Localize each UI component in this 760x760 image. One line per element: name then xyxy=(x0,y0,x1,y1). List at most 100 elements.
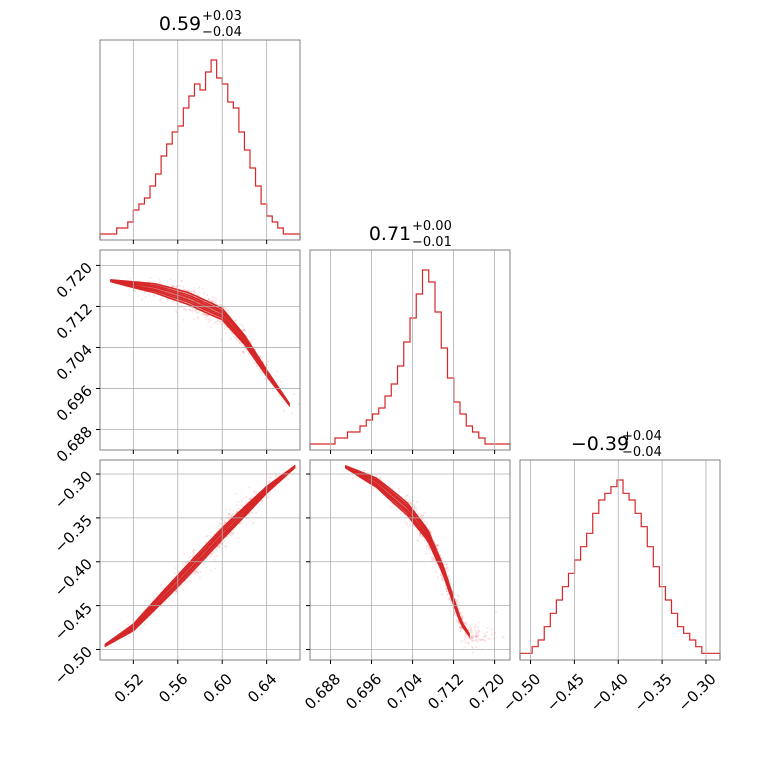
y-tick-label: 0.696 xyxy=(53,382,96,425)
sample-point xyxy=(460,615,463,618)
sample-point xyxy=(379,477,382,480)
sample-point xyxy=(214,300,217,303)
sample-point xyxy=(474,635,477,638)
sample-point xyxy=(448,596,451,599)
sample-point xyxy=(420,535,423,538)
param-title: 0.59 xyxy=(159,13,201,35)
sample-point xyxy=(295,467,298,470)
sample-point xyxy=(193,291,196,294)
sample-point xyxy=(473,638,476,641)
sample-point xyxy=(469,637,472,640)
sample-point xyxy=(269,491,272,494)
sample-point xyxy=(175,286,178,289)
sample-point xyxy=(144,622,147,625)
sample-point xyxy=(230,514,233,517)
sample-point xyxy=(412,504,415,507)
sample-point xyxy=(436,544,439,547)
sample-point xyxy=(159,281,162,284)
sample-point xyxy=(471,636,474,639)
sample-point xyxy=(182,306,185,309)
sample-point xyxy=(194,569,197,572)
param-title-minus: −0.04 xyxy=(622,445,662,460)
sample-point xyxy=(457,621,460,624)
sample-point xyxy=(173,572,176,575)
sample-point xyxy=(445,563,448,566)
sample-point xyxy=(435,544,438,547)
sample-point xyxy=(429,530,432,533)
sample-point xyxy=(455,601,458,604)
sample-point xyxy=(215,530,218,533)
sample-point xyxy=(230,332,233,335)
sample-point xyxy=(217,524,220,527)
sample-point xyxy=(219,321,222,324)
sample-point xyxy=(174,590,177,593)
sample-point xyxy=(489,637,492,640)
sample-point xyxy=(477,638,480,641)
sample-point xyxy=(192,551,195,554)
sample-point xyxy=(223,306,226,309)
sample-point xyxy=(445,563,448,566)
sample-point xyxy=(207,298,210,301)
sample-point xyxy=(475,646,478,649)
sample-point xyxy=(355,475,358,478)
sample-point xyxy=(491,628,494,631)
sample-point xyxy=(415,507,418,510)
sample-point xyxy=(449,598,452,601)
sample-point xyxy=(259,355,262,358)
sample-point xyxy=(230,534,233,537)
sample-point xyxy=(247,351,250,354)
sample-point xyxy=(473,635,476,638)
sample-point xyxy=(407,500,410,503)
y-tick-label: −0.45 xyxy=(51,599,96,644)
sample-point xyxy=(205,314,208,317)
sample-point xyxy=(264,484,267,487)
sample-point xyxy=(229,338,232,341)
sample-point xyxy=(207,555,210,558)
sample-point xyxy=(459,630,462,633)
sample-point xyxy=(331,465,333,467)
sample-point xyxy=(184,562,187,565)
sample-point xyxy=(212,551,215,554)
sample-point xyxy=(228,508,231,511)
sample-point xyxy=(473,628,476,631)
sample-point xyxy=(468,626,471,629)
sample-point xyxy=(253,491,256,494)
sample-point xyxy=(233,335,236,338)
sample-point xyxy=(193,286,196,289)
sample-point xyxy=(144,296,147,299)
sample-point xyxy=(205,535,208,538)
sample-point xyxy=(160,300,163,303)
sample-point xyxy=(182,588,185,591)
sample-point xyxy=(193,291,196,294)
x-tick-label: −0.45 xyxy=(543,670,588,715)
sample-point xyxy=(453,611,456,614)
sample-point xyxy=(409,523,412,526)
sample-point xyxy=(166,297,169,300)
sample-point xyxy=(175,589,178,592)
sample-point xyxy=(209,535,212,538)
sample-point xyxy=(446,589,449,592)
sample-point xyxy=(203,313,206,316)
sample-point xyxy=(148,294,151,297)
x-tick-label: 0.688 xyxy=(301,670,344,713)
sample-point xyxy=(253,362,256,365)
panel-frame xyxy=(309,249,511,451)
sample-point xyxy=(166,280,169,283)
histogram-step-line xyxy=(309,269,511,450)
sample-point xyxy=(471,646,474,649)
sample-point xyxy=(446,593,449,596)
sample-point xyxy=(172,285,175,288)
sample-point xyxy=(502,636,505,639)
sample-point xyxy=(188,556,191,559)
sample-point xyxy=(448,597,451,600)
sample-point xyxy=(436,576,439,579)
sample-point xyxy=(184,296,187,299)
sample-point xyxy=(178,284,181,287)
sample-point xyxy=(212,300,215,303)
sample-point xyxy=(399,512,402,515)
sample-point xyxy=(175,311,178,314)
sample-point xyxy=(261,356,264,359)
sample-point xyxy=(224,520,227,523)
sample-point xyxy=(180,280,183,283)
sample-point xyxy=(216,323,219,326)
